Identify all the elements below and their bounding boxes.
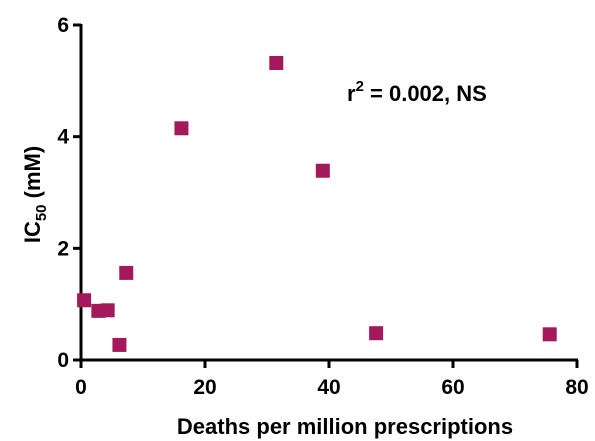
annotation-value: = 0.002, NS — [364, 81, 487, 106]
x-tick-label: 40 — [317, 376, 340, 399]
data-point — [77, 293, 92, 308]
x-ticks: 0 20 40 60 80 — [75, 360, 589, 399]
axes — [79, 24, 578, 362]
data-point — [112, 337, 127, 352]
data-point — [315, 163, 330, 178]
x-tick-label: 20 — [193, 376, 216, 399]
data-point — [119, 265, 134, 280]
x-tick-label: 80 — [565, 376, 588, 399]
data-points — [77, 55, 557, 352]
y-tick-label: 6 — [57, 14, 69, 37]
y-axis-title-base: IC — [20, 221, 45, 243]
data-point — [174, 121, 189, 136]
x-tick-label: 0 — [75, 376, 87, 399]
x-axis-title: Deaths per million prescriptions — [177, 414, 513, 439]
y-axis-title-unit: (mM) — [20, 146, 45, 205]
data-point — [100, 303, 115, 318]
y-axis-title: IC50 (mM) — [20, 146, 50, 243]
y-tick-label: 2 — [57, 237, 69, 260]
x-tick-label: 60 — [441, 376, 464, 399]
data-point — [269, 55, 284, 70]
annotation-superscript: 2 — [356, 78, 364, 95]
y-tick-label: 4 — [57, 126, 69, 149]
annotation-r: r — [347, 81, 356, 106]
y-tick-label: 0 — [57, 349, 69, 372]
y-axis-title-subscript: 50 — [33, 204, 50, 221]
y-ticks: 0 2 4 6 — [57, 14, 81, 372]
r-squared-annotation: r2 = 0.002, NS — [347, 78, 487, 106]
data-point — [369, 326, 384, 341]
data-point — [542, 327, 557, 342]
